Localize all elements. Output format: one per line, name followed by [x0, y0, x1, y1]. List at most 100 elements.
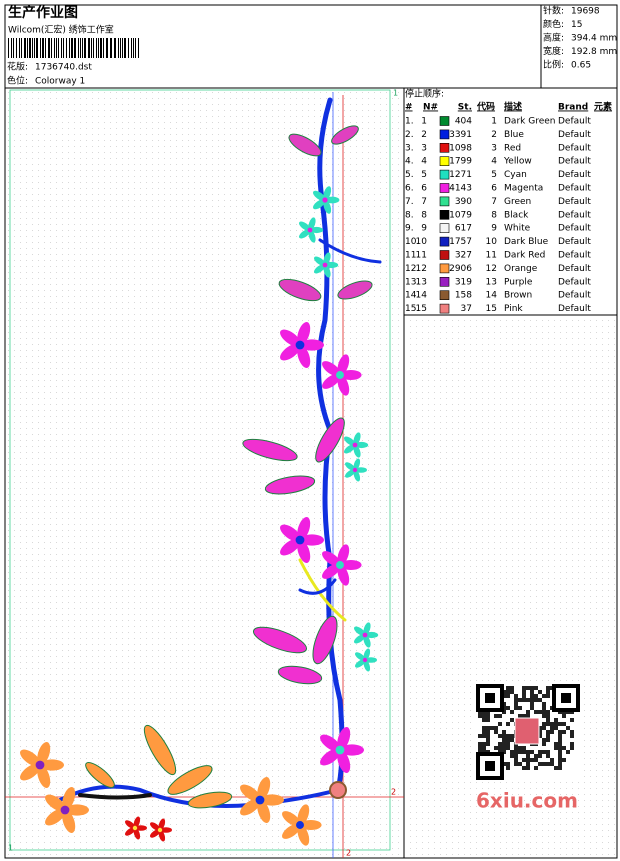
petal — [300, 534, 324, 546]
petal — [45, 794, 66, 812]
qr-cell — [558, 762, 562, 766]
qr-cell — [542, 762, 546, 766]
column-header: N# — [423, 103, 438, 113]
leaf — [312, 615, 338, 665]
knot — [329, 781, 347, 799]
qr-cell — [538, 750, 542, 754]
qr-cell — [518, 746, 522, 750]
petal — [299, 229, 311, 239]
row-index: 4. — [405, 157, 414, 167]
bar-stripe — [100, 38, 102, 58]
column-header: St. — [458, 103, 472, 113]
bar-stripe — [56, 38, 57, 58]
flower-center — [336, 371, 344, 379]
color-swatch — [439, 303, 450, 314]
qr-cell — [526, 714, 530, 718]
qr-cell — [542, 706, 546, 710]
flower-center — [362, 657, 368, 663]
petal — [240, 798, 261, 816]
petal — [345, 462, 356, 471]
qr-cell — [542, 738, 546, 742]
bar-stripe — [128, 38, 129, 58]
qr-cell — [558, 742, 562, 746]
petal — [297, 804, 310, 826]
qr-cell — [554, 726, 558, 730]
qr-cell — [554, 718, 558, 722]
petal — [354, 626, 366, 636]
qr-cell — [566, 750, 570, 754]
qr-cell — [542, 702, 546, 706]
label: 花版: — [7, 61, 28, 73]
bar-stripe — [27, 38, 28, 58]
qr-cell — [546, 762, 550, 766]
bar-stripe — [16, 38, 17, 58]
qr-cell — [526, 686, 530, 690]
row-index: 1. — [405, 117, 414, 127]
design-area — [6, 89, 404, 857]
qr-cell — [542, 726, 546, 730]
color-swatch — [439, 210, 450, 220]
bar-stripe — [84, 38, 86, 58]
qr-cell — [546, 710, 550, 714]
bar-stripe — [13, 38, 14, 58]
petal — [353, 432, 361, 446]
needle: 5 — [421, 170, 427, 180]
petal — [133, 827, 141, 840]
qr-cell — [542, 722, 546, 726]
description: Dark Red — [504, 251, 545, 261]
qr-cell — [530, 758, 534, 762]
flower-center — [362, 632, 368, 638]
color-swatch — [439, 236, 450, 247]
stitches: 319 — [455, 277, 472, 287]
qr-cell — [534, 710, 538, 714]
column-header: Brand — [558, 103, 588, 113]
petal — [323, 186, 332, 201]
qr-cell — [546, 750, 550, 754]
stitches: 2906 — [449, 264, 472, 274]
qr-cell — [482, 718, 486, 722]
qr-cell — [558, 746, 562, 750]
qr-cell — [570, 734, 574, 738]
qr-cell — [542, 742, 546, 746]
petal — [257, 777, 271, 801]
bar-stripe — [98, 38, 99, 58]
petal — [300, 819, 322, 831]
flower-center — [35, 760, 45, 770]
qr-cell — [506, 762, 510, 766]
qr-cell — [506, 738, 510, 742]
bar-stripe — [124, 38, 126, 58]
description: Cyan — [504, 170, 527, 180]
stitches: 4143 — [449, 184, 472, 194]
petal — [20, 749, 41, 767]
description: White — [504, 224, 531, 234]
petal — [280, 524, 301, 542]
brand: Default — [558, 291, 591, 301]
flower-center — [322, 197, 328, 203]
needle: 12 — [416, 264, 427, 274]
column-header: 代码 — [476, 101, 495, 113]
qr-cell — [514, 694, 518, 698]
needle: 8 — [421, 210, 427, 220]
stitches: 1098 — [449, 143, 472, 153]
info-value: 192.8 mm — [571, 47, 617, 57]
description: Black — [504, 210, 529, 220]
qr-cell — [558, 738, 562, 742]
bar-stripe — [138, 38, 139, 58]
qr-cell — [530, 698, 534, 702]
qr-cell — [506, 766, 510, 770]
petal — [282, 811, 301, 827]
leaf — [187, 791, 233, 809]
qr-cell — [558, 766, 562, 770]
bar-stripe — [122, 38, 123, 58]
color-swatch — [439, 276, 450, 287]
guide-box — [9, 89, 391, 851]
row-index: 2. — [405, 130, 414, 140]
brand: Default — [558, 184, 591, 194]
color-swatch — [439, 183, 450, 193]
qr-cell — [506, 722, 510, 726]
qr-cell — [562, 714, 566, 718]
watermark: 6xiu.com — [476, 789, 578, 813]
petal — [257, 799, 271, 823]
row-index: 12. — [405, 264, 419, 274]
bar-stripe — [32, 38, 33, 58]
